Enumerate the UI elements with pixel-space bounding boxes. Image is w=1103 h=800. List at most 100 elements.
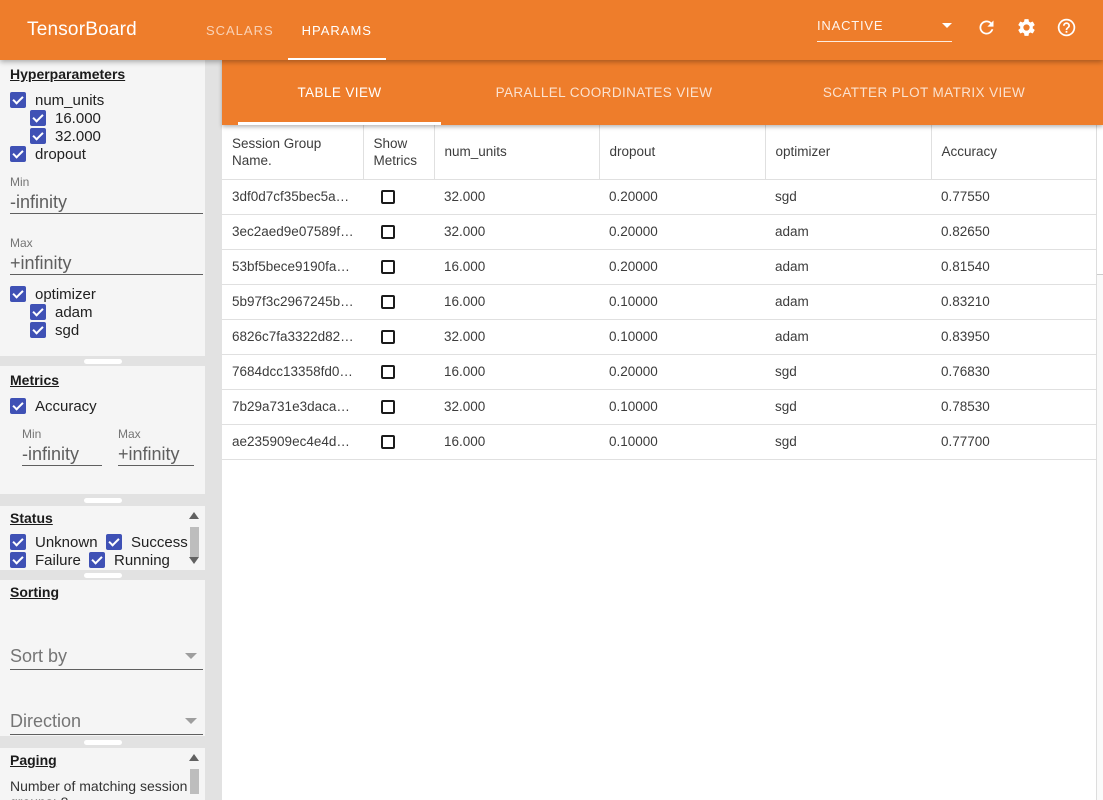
status-scrollbar[interactable] — [187, 512, 201, 564]
checkbox-checked-icon[interactable] — [30, 128, 46, 144]
status-section: Status Unknown Success Failure R — [0, 506, 205, 570]
table-scrollbar[interactable] — [1096, 125, 1103, 800]
checkbox-checked-icon[interactable] — [106, 534, 122, 550]
cell-dropout: 0.10000 — [609, 399, 658, 414]
metric-max-field[interactable]: Max +infinity — [118, 427, 194, 466]
checkbox-checked-icon[interactable] — [89, 552, 105, 568]
checkbox-checked-icon[interactable] — [10, 146, 26, 162]
col-header-session-group-name[interactable]: Session Group Name. — [232, 135, 322, 168]
dropout-min-field[interactable]: Min -infinity — [10, 175, 203, 214]
max-input[interactable]: +infinity — [118, 443, 194, 466]
tab-parallel-coordinates-view[interactable]: PARALLEL COORDINATES VIEW — [495, 85, 713, 100]
metrics-section: Metrics Accuracy Min -infinity Max +infi… — [0, 366, 205, 494]
show-metrics-checkbox[interactable] — [381, 225, 395, 240]
scroll-down-icon[interactable] — [189, 557, 199, 564]
cell-show-metrics — [363, 319, 434, 354]
direction-value: Direction — [10, 711, 82, 731]
show-metrics-checkbox[interactable] — [381, 190, 395, 205]
col-header-num-units[interactable]: num_units — [433, 125, 599, 179]
section-splitter[interactable] — [0, 494, 205, 506]
hparam-dropout[interactable]: dropout — [10, 145, 205, 163]
show-metrics-checkbox[interactable] — [381, 260, 395, 275]
section-splitter[interactable] — [0, 736, 205, 748]
refresh-button[interactable] — [966, 10, 1006, 50]
session-group-row: 53bf5bece9190fa… 16.000 0.20000 adam 0.8… — [222, 249, 1096, 284]
hparam-value-label: 32.000 — [55, 127, 101, 145]
help-button[interactable] — [1046, 10, 1086, 50]
hparam-value-32[interactable]: 32.000 — [30, 127, 205, 145]
cell-dropout: 0.20000 — [609, 259, 658, 274]
section-splitter[interactable] — [0, 570, 205, 580]
col-header-accuracy[interactable]: Accuracy — [930, 125, 1096, 179]
show-metrics-checkbox[interactable] — [381, 330, 395, 345]
checkbox-checked-icon[interactable] — [10, 552, 26, 568]
paging-scrollbar[interactable] — [187, 754, 201, 794]
cell-num-units: 16.000 — [444, 434, 486, 449]
settings-button[interactable] — [1006, 10, 1046, 50]
checkbox-checked-icon[interactable] — [10, 398, 26, 414]
cell-num-units: 32.000 — [444, 329, 486, 344]
status-success[interactable]: Success — [106, 534, 188, 551]
sort-by-select[interactable]: Sort by — [10, 645, 203, 670]
cell-num-units: 16.000 — [444, 294, 486, 309]
cell-accuracy: 0.82650 — [941, 224, 990, 239]
cell-session-group-name: 3ec2aed9e07589f… — [232, 224, 354, 239]
cell-accuracy: 0.81540 — [941, 259, 990, 274]
col-header-show-metrics[interactable]: Show Metrics — [362, 125, 434, 179]
max-input[interactable]: +infinity — [10, 252, 203, 275]
hparam-value-adam[interactable]: adam — [30, 303, 205, 321]
tab-scalars[interactable]: SCALARS — [205, 22, 274, 38]
tab-scatter-plot-matrix-view[interactable]: SCATTER PLOT MATRIX VIEW — [822, 85, 1026, 100]
checkbox-checked-icon[interactable] — [10, 534, 26, 550]
metric-min-field[interactable]: Min -infinity — [22, 427, 102, 466]
cell-dropout: 0.20000 — [609, 364, 658, 379]
checkbox-checked-icon[interactable] — [30, 110, 46, 126]
metric-accuracy[interactable]: Accuracy — [10, 397, 205, 415]
cell-accuracy: 0.83210 — [941, 294, 990, 309]
cell-optimizer: sgd — [775, 434, 797, 449]
hparam-num-units[interactable]: num_units — [10, 91, 205, 109]
checkbox-checked-icon[interactable] — [10, 286, 26, 302]
hparam-value-sgd[interactable]: sgd — [30, 321, 205, 339]
cell-num-units: 32.000 — [444, 224, 486, 239]
run-status-select[interactable]: INACTIVE — [817, 18, 952, 42]
show-metrics-checkbox[interactable] — [381, 365, 395, 380]
show-metrics-checkbox[interactable] — [381, 400, 395, 415]
status-running[interactable]: Running — [89, 552, 170, 569]
min-label: Min — [10, 175, 30, 189]
app-title: TensorBoard — [27, 19, 137, 40]
checkbox-checked-icon[interactable] — [30, 304, 46, 320]
scroll-up-icon[interactable] — [189, 754, 199, 761]
sort-by-value: Sort by — [10, 646, 68, 666]
cell-show-metrics — [363, 179, 434, 214]
checkbox-checked-icon[interactable] — [30, 322, 46, 338]
hparam-label: num_units — [35, 91, 105, 109]
tab-table-view[interactable]: TABLE VIEW — [222, 60, 457, 125]
scrollbar-thumb[interactable] — [1097, 125, 1103, 275]
dropout-max-field[interactable]: Max +infinity — [10, 236, 203, 275]
show-metrics-checkbox[interactable] — [381, 435, 395, 450]
col-header-dropout[interactable]: dropout — [598, 125, 765, 179]
min-input[interactable]: -infinity — [22, 443, 102, 466]
scroll-up-icon[interactable] — [189, 512, 199, 519]
section-splitter[interactable] — [0, 356, 205, 366]
checkbox-checked-icon[interactable] — [10, 92, 26, 108]
hparam-optimizer[interactable]: optimizer — [10, 285, 205, 303]
min-input[interactable]: -infinity — [10, 191, 203, 214]
chevron-down-icon — [185, 653, 197, 659]
splitter-handle-icon — [83, 358, 122, 364]
session-group-table: Session Group Name. Show Metrics num_uni… — [222, 125, 1096, 460]
tab-hparams[interactable]: HPARAMS — [287, 0, 387, 60]
scrollbar-thumb[interactable] — [189, 769, 199, 794]
cell-num-units: 32.000 — [444, 399, 486, 414]
show-metrics-checkbox[interactable] — [381, 295, 395, 310]
cell-accuracy: 0.77550 — [941, 189, 990, 204]
hparam-value-16[interactable]: 16.000 — [30, 109, 205, 127]
paging-heading: Paging — [10, 752, 57, 768]
direction-select[interactable]: Direction — [10, 710, 203, 735]
status-failure[interactable]: Failure — [10, 552, 81, 569]
scrollbar-thumb[interactable] — [189, 527, 199, 557]
col-header-optimizer[interactable]: optimizer — [764, 125, 931, 179]
status-unknown[interactable]: Unknown — [10, 534, 98, 551]
hparam-label: optimizer — [35, 285, 96, 303]
